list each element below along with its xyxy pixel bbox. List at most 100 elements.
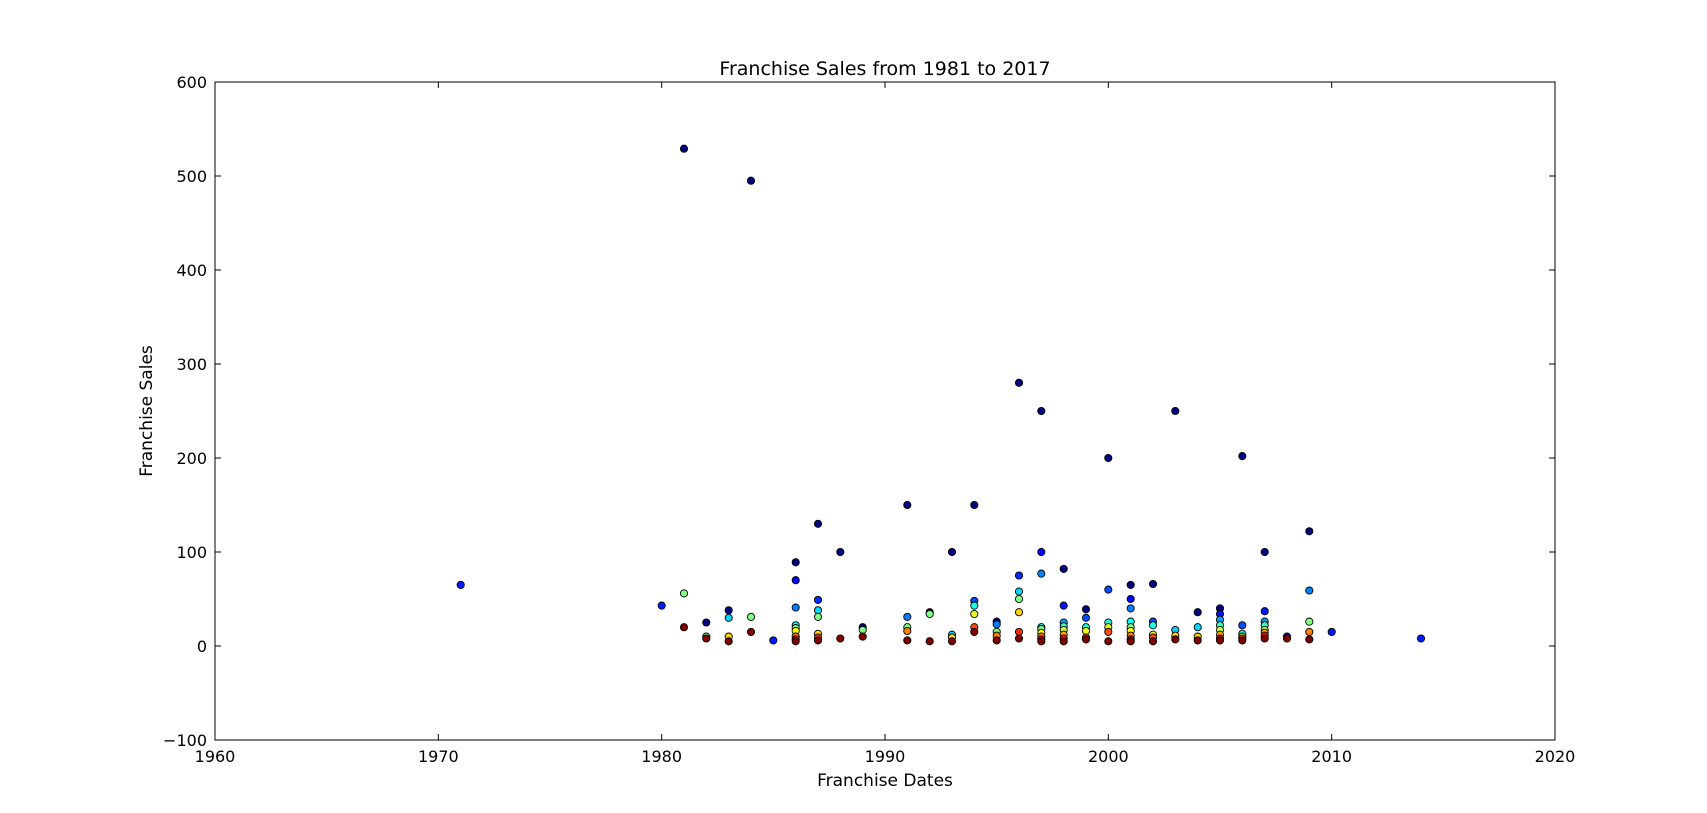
data-point — [1148, 579, 1158, 589]
data-point — [813, 595, 823, 604]
data-point — [1305, 527, 1314, 536]
data-point — [1260, 634, 1269, 643]
data-point — [1104, 627, 1113, 636]
y-tick-label: −100 — [163, 731, 207, 750]
data-point — [970, 609, 979, 619]
data-point — [1059, 637, 1068, 646]
data-point — [1193, 608, 1202, 617]
data-point — [1193, 636, 1202, 645]
data-point — [1193, 623, 1202, 632]
x-tick-labels: 1960 1970 1980 1990 2000 2010 2020 — [195, 747, 1576, 766]
data-point — [903, 612, 912, 621]
data-point — [1104, 585, 1113, 594]
data-point — [746, 627, 756, 636]
data-point — [1305, 586, 1314, 595]
x-tick-label: 2010 — [1311, 747, 1352, 766]
data-point — [813, 519, 823, 528]
x-tick-label: 2000 — [1088, 747, 1129, 766]
x-tick-label: 1970 — [418, 747, 459, 766]
data-point — [903, 636, 912, 645]
data-point — [1014, 594, 1024, 604]
data-point — [1305, 627, 1314, 636]
data-point — [1305, 617, 1314, 626]
x-axis-label: Franchise Dates — [817, 771, 953, 791]
data-point — [1037, 637, 1046, 646]
data-point — [724, 637, 733, 646]
data-point — [1416, 634, 1426, 643]
data-point — [1126, 604, 1135, 613]
data-point — [1037, 406, 1046, 416]
chart-title: Franchise Sales from 1981 to 2017 — [719, 58, 1050, 80]
data-point — [1260, 607, 1269, 616]
data-point — [791, 558, 800, 567]
data-point — [1238, 621, 1247, 630]
data-point — [724, 606, 733, 615]
data-point — [1014, 571, 1024, 580]
data-point — [1282, 634, 1292, 643]
data-point — [992, 636, 1001, 645]
data-point — [1126, 637, 1135, 646]
data-point — [813, 612, 823, 621]
data-point — [1104, 637, 1113, 646]
y-axis-label: Franchise Sales — [137, 345, 157, 477]
plot-area — [215, 82, 1555, 740]
data-point — [679, 623, 689, 632]
data-point — [657, 601, 666, 610]
data-point — [813, 606, 823, 615]
axis-ticks — [214, 81, 1556, 741]
data-point — [746, 612, 756, 621]
data-point — [970, 627, 979, 636]
data-point — [925, 637, 934, 646]
data-point — [1059, 601, 1068, 610]
y-tick-labels: −100 0 100 200 300 400 500 600 — [163, 73, 207, 750]
data-point — [1148, 621, 1158, 630]
data-point — [858, 625, 867, 635]
data-point — [769, 636, 778, 645]
data-point — [1104, 453, 1113, 463]
data-point — [903, 500, 912, 510]
x-tick-label: 1960 — [195, 747, 236, 766]
y-tick-label: 600 — [176, 73, 207, 92]
data-point — [925, 609, 934, 619]
data-point — [1081, 635, 1091, 644]
x-tick-label: 1980 — [641, 747, 682, 766]
data-point — [1171, 635, 1180, 644]
x-tick-label: 1990 — [865, 747, 906, 766]
data-point — [836, 634, 845, 643]
data-point — [1148, 637, 1158, 646]
data-point — [1014, 608, 1024, 617]
y-tick-label: 0 — [197, 637, 207, 656]
data-point — [1014, 634, 1024, 643]
data-point — [1037, 547, 1046, 557]
data-point — [746, 176, 756, 185]
data-point — [1037, 569, 1046, 578]
y-tick-label: 200 — [176, 449, 207, 468]
data-point — [1171, 406, 1180, 416]
data-point — [1126, 580, 1135, 589]
data-point — [1305, 635, 1314, 644]
data-point — [1014, 378, 1024, 387]
data-point — [1238, 452, 1247, 461]
data-point — [1126, 594, 1135, 604]
data-point — [970, 500, 979, 510]
y-tick-label: 400 — [176, 261, 207, 280]
data-point — [1014, 587, 1024, 596]
data-point — [1327, 627, 1336, 636]
data-point — [791, 637, 800, 646]
data-point — [1014, 627, 1024, 636]
data-point — [992, 620, 1001, 629]
data-point — [679, 144, 689, 153]
data-point — [724, 613, 733, 622]
x-tick-label: 2020 — [1535, 747, 1576, 766]
data-point — [813, 636, 823, 645]
data-point — [1059, 564, 1068, 573]
data-point — [947, 547, 957, 557]
data-point — [1215, 636, 1225, 645]
data-point — [679, 589, 689, 598]
data-point — [970, 601, 979, 610]
data-point — [1081, 613, 1091, 622]
data-point — [702, 634, 711, 643]
y-tick-label: 100 — [176, 543, 207, 562]
data-points — [456, 144, 1426, 646]
